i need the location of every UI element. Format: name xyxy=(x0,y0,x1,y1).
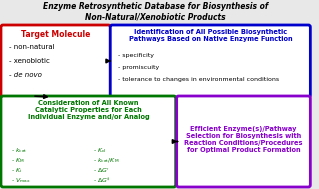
Text: - $K_{\rm i}$: - $K_{\rm i}$ xyxy=(11,166,22,175)
Text: - $k_{\rm cat}/K_{\rm M}$: - $k_{\rm cat}/K_{\rm M}$ xyxy=(93,156,120,165)
Text: - $\Delta G^{\ddagger}$: - $\Delta G^{\ddagger}$ xyxy=(93,176,111,185)
Text: - de novo: - de novo xyxy=(9,72,42,78)
FancyBboxPatch shape xyxy=(177,96,310,187)
Text: - $k_{\rm cat}$: - $k_{\rm cat}$ xyxy=(11,146,27,155)
Text: - $V_{\rm max}$: - $V_{\rm max}$ xyxy=(11,176,31,185)
Text: - non-natural: - non-natural xyxy=(9,44,55,50)
Text: Target Molecule: Target Molecule xyxy=(21,30,90,39)
Text: Enzyme Retrosynthetic Database for Biosynthesis of
Non-Natural/Xenobiotic Produc: Enzyme Retrosynthetic Database for Biosy… xyxy=(42,2,268,21)
Text: - xenobiotic: - xenobiotic xyxy=(9,58,50,64)
Text: - specificity: - specificity xyxy=(118,53,154,58)
Text: - $K_{\rm d}$: - $K_{\rm d}$ xyxy=(93,146,106,155)
Text: - $\Delta G'$: - $\Delta G'$ xyxy=(93,166,110,175)
Text: - tolerance to changes in environmental conditions: - tolerance to changes in environmental … xyxy=(118,77,279,82)
Text: Consideration of All Known
Catalytic Properties for Each
Individual Enzyme and/o: Consideration of All Known Catalytic Pro… xyxy=(27,100,149,120)
FancyBboxPatch shape xyxy=(1,96,176,187)
Text: Efficient Enzyme(s)/Pathway
Selection for Biosynthesis with
Reaction Conditions/: Efficient Enzyme(s)/Pathway Selection fo… xyxy=(184,126,303,153)
Text: - $K_{\rm M}$: - $K_{\rm M}$ xyxy=(11,156,24,165)
Text: - promiscuity: - promiscuity xyxy=(118,65,159,70)
Text: Identification of All Possible Biosynthetic
Pathways Based on Native Enzyme Func: Identification of All Possible Biosynthe… xyxy=(129,29,292,42)
FancyBboxPatch shape xyxy=(1,25,110,97)
FancyBboxPatch shape xyxy=(110,25,310,97)
